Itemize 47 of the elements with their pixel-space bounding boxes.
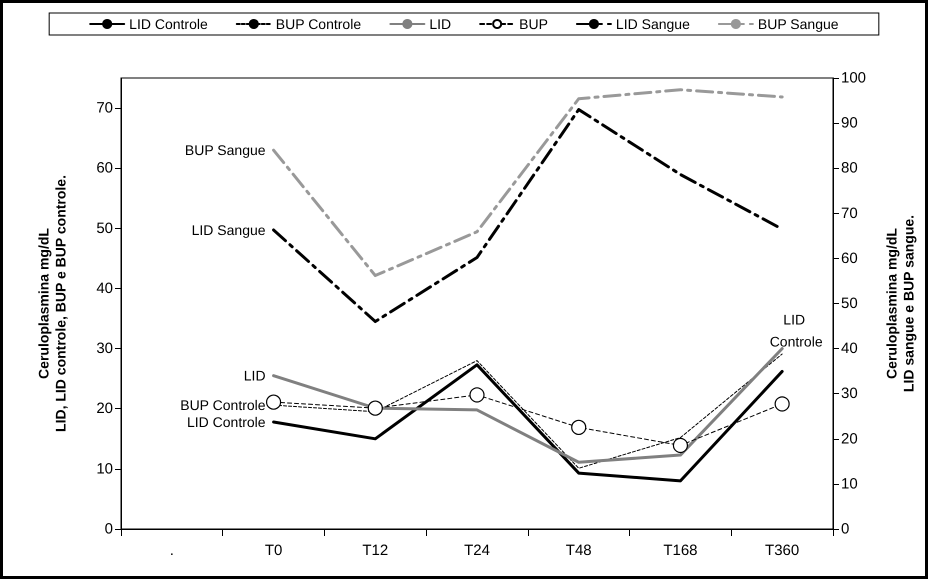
line-series: [272, 88, 784, 278]
legend-label: LID Controle: [129, 16, 208, 32]
y2-tick-label: 90: [841, 114, 858, 132]
y-tick-label: 0: [104, 520, 113, 538]
legend-label: LID Sangue: [616, 16, 690, 32]
point: [368, 400, 383, 416]
legend-label: BUP Controle: [276, 16, 362, 32]
x-tick-label: T12: [362, 542, 388, 559]
y-tick-label: 20: [96, 400, 113, 418]
point: [774, 396, 790, 412]
y2-tick-label: 0: [841, 520, 850, 538]
y-tick-label: 70: [96, 100, 113, 117]
y2-tick-label: 70: [841, 204, 858, 222]
text: LID: [244, 368, 266, 384]
x-tick-label: T360: [765, 542, 800, 559]
point: [266, 394, 282, 410]
x-tick-label: T24: [464, 542, 490, 559]
y-tick-label: 60: [96, 160, 113, 177]
y-tick-label: 10: [96, 460, 113, 478]
legend-label: LID: [429, 16, 452, 32]
y2-tick-label: 10: [841, 475, 858, 492]
y-tick-label: 30: [96, 340, 113, 358]
y2-tick-label: 60: [841, 250, 858, 267]
y2-tick-label: 50: [841, 295, 858, 312]
x-tick-label: T0: [264, 542, 282, 559]
legend-label: BUP Sangue: [758, 16, 839, 32]
point: [469, 387, 485, 402]
text: LID Controle: [770, 312, 823, 350]
text: BUP Controle: [180, 397, 266, 414]
y-tick-label: 50: [96, 220, 113, 237]
y2-tick-label: 100: [841, 70, 866, 86]
annotation: LID Controle: [186, 414, 266, 430]
y2-axis-title: Ceruloplasmina mg/dL LID sangue e BUP sangue.: [884, 214, 916, 392]
text: LID Sangue: [192, 222, 266, 238]
x-tick-label: .: [170, 542, 174, 559]
point: [672, 438, 688, 454]
x-tick-label: T168: [663, 542, 698, 559]
legend-label: BUP: [519, 16, 548, 32]
y2-tick-label: 30: [841, 385, 858, 402]
y-axis-title: Ceruloplasmina mg/dL LID, LID controle, BUP e BUP controle.: [36, 175, 68, 432]
y-tick-label: 40: [96, 280, 113, 297]
point: [571, 420, 586, 435]
y2-tick-label: 40: [841, 340, 858, 358]
y2-tick-label: 80: [841, 160, 858, 177]
text: BUP Sangue: [184, 142, 266, 158]
x-tick-label: T48: [566, 542, 592, 559]
y2-tick-label: 20: [841, 430, 858, 448]
